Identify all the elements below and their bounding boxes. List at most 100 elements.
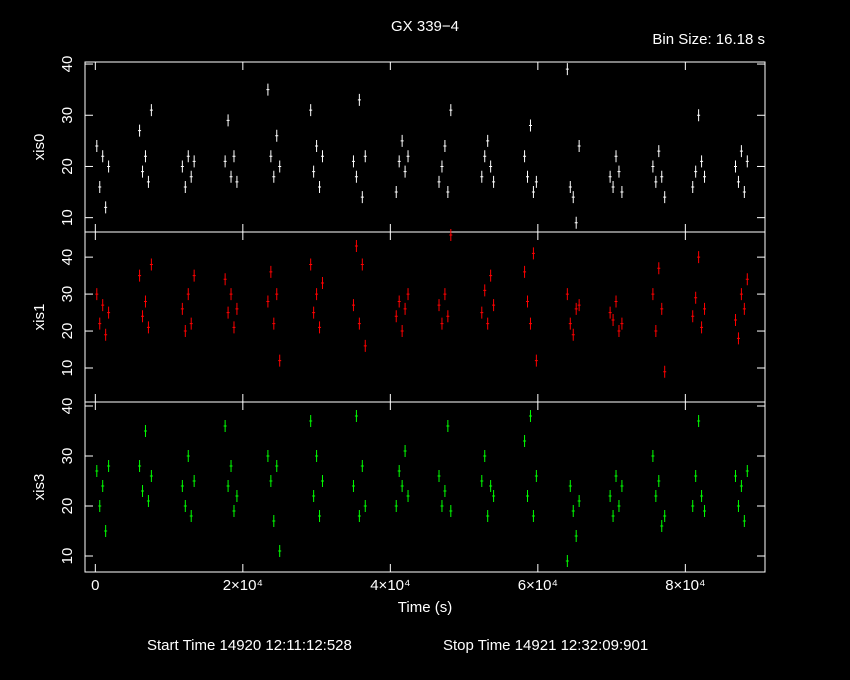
data-point xyxy=(531,247,535,260)
panel-frame xyxy=(84,401,766,573)
data-point xyxy=(146,321,150,334)
data-point xyxy=(226,480,230,492)
data-point xyxy=(446,186,450,199)
data-point xyxy=(318,180,322,193)
data-point xyxy=(617,325,621,338)
data-point xyxy=(360,258,364,271)
data-point xyxy=(571,505,575,517)
panel-frame xyxy=(84,231,766,403)
y-axis-label: xis1 xyxy=(31,304,48,331)
data-point xyxy=(309,104,313,117)
bin-size: Bin Size: 16.18 s xyxy=(652,31,765,48)
data-point xyxy=(232,321,236,334)
y-axis-label: xis3 xyxy=(31,474,48,501)
data-point xyxy=(235,490,239,502)
data-point xyxy=(565,288,569,301)
data-point xyxy=(394,186,398,199)
data-point xyxy=(180,160,184,173)
data-point xyxy=(486,134,490,147)
data-point xyxy=(733,160,737,173)
data-point xyxy=(446,310,450,323)
data-point xyxy=(703,505,707,517)
data-point xyxy=(235,175,239,188)
data-point xyxy=(315,450,319,462)
data-point xyxy=(657,145,661,158)
data-point xyxy=(98,317,102,330)
data-point xyxy=(523,435,527,447)
data-point xyxy=(694,165,698,178)
data-point xyxy=(189,510,193,522)
data-point xyxy=(611,313,615,326)
y-tick-label: 20 xyxy=(59,158,76,175)
data-point xyxy=(739,288,743,301)
data-point xyxy=(437,299,441,312)
data-point xyxy=(226,114,230,127)
data-point xyxy=(577,139,581,152)
y-axis-label: xis0 xyxy=(31,134,48,161)
data-point xyxy=(400,325,404,338)
data-point xyxy=(489,480,493,492)
data-point xyxy=(449,505,453,517)
data-point xyxy=(357,93,361,106)
data-point xyxy=(312,490,316,502)
data-point xyxy=(620,480,624,492)
data-point xyxy=(654,490,658,502)
data-point xyxy=(492,175,496,188)
data-point xyxy=(492,490,496,502)
data-point xyxy=(266,83,270,96)
data-point xyxy=(229,170,233,183)
data-point xyxy=(275,460,279,472)
data-point xyxy=(143,150,147,163)
data-point xyxy=(657,475,661,487)
data-point xyxy=(107,160,111,173)
data-point xyxy=(357,317,361,330)
data-point xyxy=(354,240,358,253)
data-point xyxy=(354,170,358,183)
data-point xyxy=(534,470,538,482)
data-point xyxy=(483,150,487,163)
data-point xyxy=(736,175,740,188)
data-point xyxy=(608,306,612,319)
y-tick-label: 10 xyxy=(59,360,76,377)
data-point xyxy=(697,251,701,264)
data-point xyxy=(272,317,276,330)
data-point xyxy=(223,155,227,168)
data-point xyxy=(318,510,322,522)
data-point xyxy=(351,155,355,168)
data-point xyxy=(526,295,530,308)
x-tick-label: 4×10⁴ xyxy=(370,577,410,594)
data-point xyxy=(406,150,410,163)
data-point xyxy=(446,420,450,432)
data-point xyxy=(440,500,444,512)
data-point xyxy=(617,165,621,178)
data-point xyxy=(654,175,658,188)
data-point xyxy=(739,480,743,492)
data-point xyxy=(663,510,667,522)
data-point xyxy=(318,321,322,334)
data-point xyxy=(223,420,227,432)
data-point xyxy=(614,470,618,482)
data-point xyxy=(534,354,538,367)
data-point xyxy=(654,325,658,338)
data-point xyxy=(101,299,105,312)
data-point xyxy=(104,328,108,341)
y-tick-label: 40 xyxy=(59,398,76,415)
chart-title: GX 339−4 xyxy=(391,18,459,35)
data-point xyxy=(697,109,701,122)
data-point xyxy=(354,410,358,422)
data-point xyxy=(523,150,527,163)
data-point xyxy=(403,165,407,178)
data-point xyxy=(98,500,102,512)
data-point xyxy=(745,465,749,477)
data-point xyxy=(437,470,441,482)
data-point xyxy=(403,302,407,315)
data-point xyxy=(739,145,743,158)
data-point xyxy=(394,500,398,512)
data-point xyxy=(223,273,227,286)
data-point xyxy=(742,302,746,315)
data-point xyxy=(483,450,487,462)
data-point xyxy=(440,317,444,330)
data-point xyxy=(617,500,621,512)
data-point xyxy=(320,475,324,487)
data-point xyxy=(745,273,749,286)
